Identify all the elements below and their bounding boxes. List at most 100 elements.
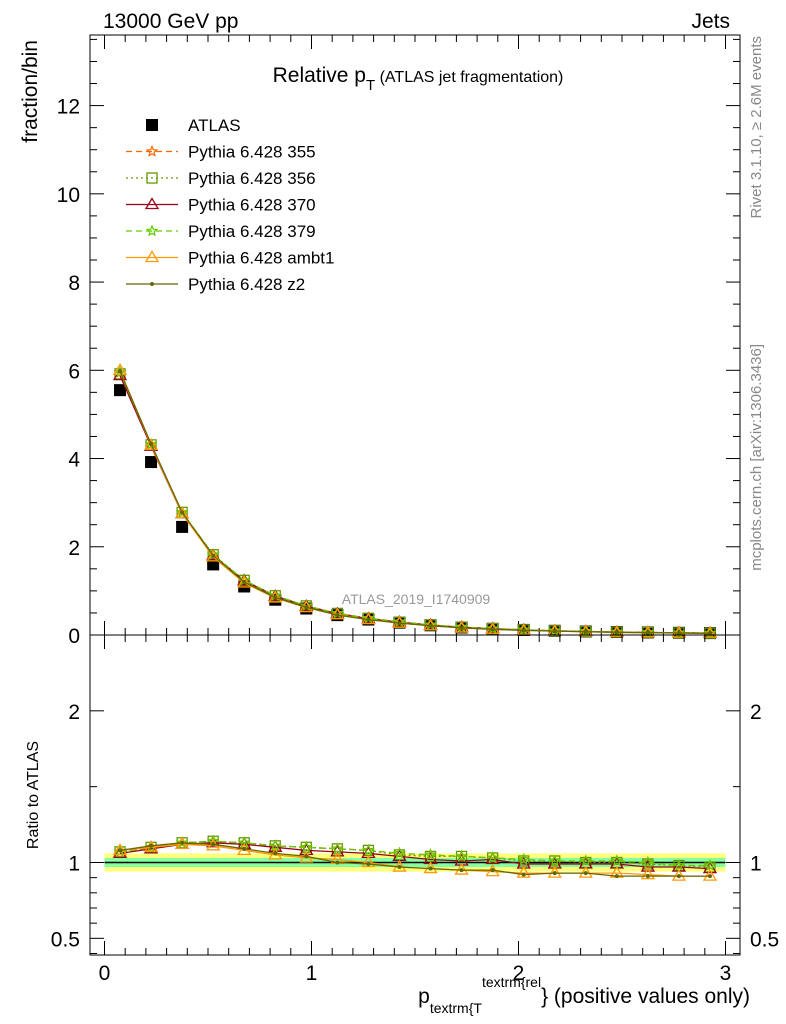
legend-swatch-marker: [145, 144, 159, 157]
ratio-point: [614, 874, 619, 879]
data-point: [640, 625, 656, 638]
ratio-y-tick-labels: 0.5 0.5 1 1 2 2: [51, 701, 779, 951]
ratio-series-line: [119, 840, 711, 868]
ratio-y-tick-label-right: 1: [750, 852, 762, 875]
data-point: [671, 625, 687, 638]
ratio-point: [516, 865, 531, 878]
ratio-y-tick-label: 1: [68, 852, 80, 875]
ratio-point: [676, 874, 681, 879]
data-point: [423, 618, 438, 631]
ratio-point: [180, 840, 185, 845]
legend-label: Pythia 6.428 ambt1: [188, 249, 334, 268]
ratio-point: [175, 836, 189, 849]
data-point: [459, 625, 464, 630]
legend-swatch-marker: [146, 119, 158, 131]
main-y-tick-label: 10: [57, 184, 80, 207]
data-point: [392, 615, 407, 628]
main-y-tick-label: 2: [68, 537, 80, 560]
data-point: [609, 625, 624, 637]
main-y-tick-label: 0: [68, 625, 80, 648]
data-point: [237, 575, 252, 588]
ratio-point: [335, 860, 340, 865]
header-right: Jets: [691, 10, 730, 33]
ratio-series-line: [119, 842, 711, 870]
main-y-axis-label: fraction/bin: [19, 40, 42, 143]
legend-item: ATLAS: [146, 116, 241, 135]
ratio-point: [455, 849, 468, 862]
rivet-version-label: Rivet 3.1.10, ≥ 2.6M events: [748, 36, 765, 219]
chart-title: Relative pT (ATLAS jet fragmentation): [273, 64, 564, 94]
data-point: [242, 580, 247, 585]
ratio-point: [702, 868, 718, 881]
main-y-tick-label: 6: [68, 360, 80, 383]
main-series-group: [112, 363, 718, 640]
ratio-point: [211, 842, 216, 847]
ratio-point: [242, 846, 247, 851]
data-point: [583, 629, 588, 634]
data-point: [174, 506, 190, 519]
ratio-y-tick-label: 0.5: [51, 928, 80, 951]
data-point: [112, 363, 128, 375]
ratio-point: [397, 865, 402, 870]
ratio-point: [671, 868, 687, 881]
main-y-tick-label: 4: [68, 449, 80, 472]
ratio-point: [423, 861, 438, 874]
ratio-series-line: [119, 842, 710, 877]
ratio-point: [552, 871, 557, 876]
ratio-point: [517, 852, 530, 865]
ratio-point: [362, 843, 375, 856]
legend-label: Pythia 6.428 356: [188, 169, 316, 188]
data-point: [614, 630, 619, 635]
ratio-point: [428, 866, 433, 871]
data-point: [645, 630, 650, 635]
legend-item: Pythia 6.428 355: [126, 143, 316, 162]
ratio-point: [304, 854, 309, 859]
legend-item: Pythia 6.428 370: [126, 196, 316, 215]
data-point: [552, 629, 557, 634]
legend-label: Pythia 6.428 370: [188, 196, 316, 215]
legend-label: ATLAS: [188, 116, 241, 135]
data-point: [707, 631, 712, 636]
data-point: [211, 553, 216, 558]
ratio-axis-ticks: [90, 634, 740, 955]
ratio-point: [361, 855, 376, 868]
ratio-point: [548, 854, 561, 867]
x-axis-label: ptextrm{Ttextrm{rel} (positive values on…: [418, 974, 750, 1016]
data-point: [676, 631, 681, 636]
data-point: [702, 626, 718, 638]
data-point: [335, 613, 340, 618]
data-point: [397, 621, 402, 626]
data-point: [145, 456, 158, 469]
legend-label: Pythia 6.428 z2: [188, 275, 305, 294]
data-point: [521, 628, 526, 633]
data-point: [490, 627, 495, 632]
ratio-point: [393, 846, 406, 859]
main-y-tick-label: 8: [68, 272, 80, 295]
series-line: [119, 370, 711, 634]
main-axis-ticks: [90, 35, 740, 636]
ratio-point: [703, 858, 717, 871]
ratio-point: [641, 855, 655, 868]
ratio-point: [579, 854, 592, 867]
data-point: [176, 520, 189, 533]
ratio-point: [331, 842, 344, 855]
ratio-point: [300, 840, 313, 853]
legend-label: Pythia 6.428 355: [188, 143, 316, 162]
legend: ATLAS Pythia 6.428 355 Pythia 6.428 356 Pyt…: [126, 116, 334, 294]
x-tick-label: 0: [99, 962, 111, 985]
data-point: [114, 384, 127, 397]
ratio-point: [459, 868, 464, 873]
ratio-point: [366, 862, 371, 867]
legend-item: Pythia 6.428 379: [126, 222, 316, 241]
ratio-point: [454, 862, 469, 875]
legend-item: Pythia 6.428 ambt1: [126, 249, 334, 268]
ratio-point: [583, 871, 588, 876]
data-point: [454, 620, 469, 633]
data-point: [143, 438, 159, 450]
data-point: [273, 595, 278, 600]
ratio-point: [521, 872, 526, 877]
x-tick-label: 2: [513, 962, 525, 985]
data-point: [485, 622, 500, 634]
ratio-panel-frame: [89, 634, 741, 956]
